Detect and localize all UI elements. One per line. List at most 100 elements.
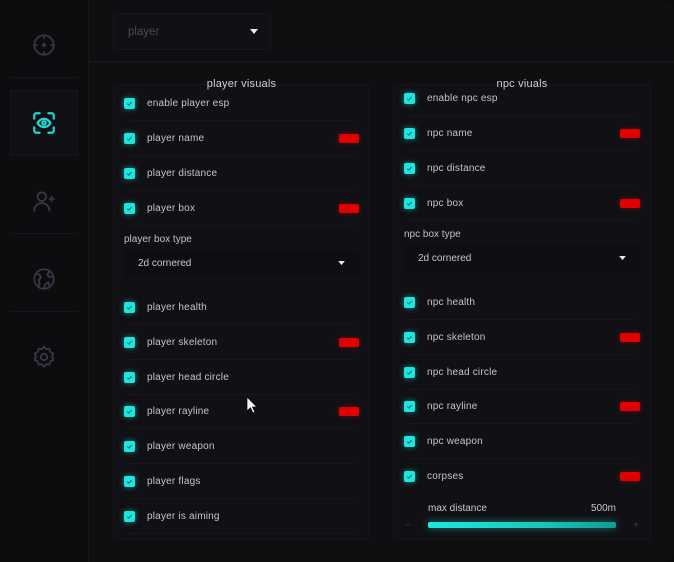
checkbox-row[interactable]: player distance (114, 156, 369, 191)
row-label: npc health (427, 297, 476, 308)
checkbox[interactable] (124, 406, 135, 417)
box-type-dropdown[interactable]: 2d cornered (404, 245, 640, 272)
checkbox-row[interactable]: npc weapon (394, 424, 650, 459)
sidebar-item-visuals[interactable] (10, 90, 78, 156)
checkbox-row[interactable]: player rayline (114, 394, 369, 429)
sidebar-item-world[interactable] (10, 246, 78, 312)
max-distance-label: max distance (428, 503, 487, 514)
checkbox[interactable] (404, 93, 415, 104)
checkbox[interactable] (404, 367, 415, 378)
caret-down-icon (250, 29, 258, 34)
checkbox-row[interactable]: npc health (394, 285, 650, 320)
slider-decrement-button[interactable]: − (405, 520, 411, 531)
dropdown-value: 2d cornered (138, 258, 192, 269)
checkbox-row[interactable]: npc skeleton (394, 320, 650, 355)
top-bar: player (89, 0, 674, 62)
checkbox-row[interactable]: npc box (394, 186, 650, 221)
player-visuals-panel: player visuals enable player esp player … (113, 78, 370, 540)
row-label: player rayline (147, 406, 210, 417)
sidebar-item-players[interactable] (10, 168, 78, 234)
mode-select-value: player (128, 25, 160, 38)
checkbox-row[interactable]: enable npc esp (394, 81, 650, 116)
npc-visuals-panel: npc viuals enable npc esp npc name npc d… (393, 78, 651, 540)
checkbox-row[interactable]: player health (114, 290, 369, 325)
checkbox[interactable] (124, 302, 135, 313)
checkbox[interactable] (404, 436, 415, 447)
box-type-label: player box type (124, 234, 192, 245)
caret-down-icon (338, 261, 345, 266)
checkbox-row[interactable]: player flags (114, 464, 369, 499)
checkbox[interactable] (404, 401, 415, 412)
checkbox[interactable] (124, 98, 135, 109)
row-label: npc name (427, 128, 473, 139)
sidebar-item-settings[interactable] (10, 324, 78, 390)
color-swatch[interactable] (339, 338, 359, 347)
user-plus-icon (33, 190, 55, 212)
color-swatch[interactable] (620, 402, 640, 411)
row-label: npc box (427, 198, 464, 209)
box-type-label: npc box type (404, 229, 461, 240)
checkbox-row[interactable]: player name (114, 121, 369, 156)
row-label: npc rayline (427, 401, 478, 412)
color-swatch[interactable] (339, 134, 359, 143)
max-distance-slider[interactable] (428, 522, 616, 528)
color-swatch[interactable] (620, 129, 640, 138)
checkbox[interactable] (404, 198, 415, 209)
color-swatch[interactable] (339, 204, 359, 213)
checkbox-row[interactable]: player head circle (114, 360, 369, 395)
row-label: player is aiming (147, 511, 220, 522)
checkbox[interactable] (404, 128, 415, 139)
row-label: player flags (147, 476, 201, 487)
checkbox[interactable] (124, 511, 135, 522)
checkbox[interactable] (124, 203, 135, 214)
checkbox-row[interactable]: player is aiming (114, 499, 369, 534)
checkbox[interactable] (404, 163, 415, 174)
gear-icon (33, 345, 55, 368)
checkbox[interactable] (124, 133, 135, 144)
color-swatch[interactable] (620, 472, 640, 481)
sidebar-item-aimbot[interactable] (10, 12, 78, 78)
mode-select[interactable]: player (113, 13, 271, 50)
row-label: player distance (147, 168, 218, 179)
checkbox[interactable] (124, 441, 135, 452)
row-label: player skeleton (147, 337, 218, 348)
color-swatch[interactable] (339, 407, 359, 416)
checkbox-row[interactable]: player box (114, 191, 369, 226)
row-label: npc distance (427, 163, 486, 174)
panel-title: npc viuals (496, 78, 548, 90)
color-swatch[interactable] (620, 199, 640, 208)
checkbox-row[interactable]: npc rayline (394, 389, 650, 424)
checkbox[interactable] (404, 471, 415, 482)
crosshair-icon (33, 33, 55, 56)
max-distance-value: 500m (590, 503, 616, 514)
sidebar (0, 0, 89, 562)
checkbox-row[interactable]: player weapon (114, 429, 369, 464)
checkbox-row[interactable]: enable player esp (114, 86, 369, 121)
mouse-cursor-icon (246, 396, 258, 414)
color-swatch[interactable] (620, 333, 640, 342)
caret-down-icon (619, 256, 626, 261)
checkbox[interactable] (124, 168, 135, 179)
row-label: player box (147, 203, 196, 214)
dropdown-value: 2d cornered (418, 253, 472, 264)
row-label: player weapon (147, 441, 215, 452)
checkbox-row[interactable]: player skeleton (114, 325, 369, 360)
checkbox[interactable] (404, 332, 415, 343)
checkbox[interactable] (124, 372, 135, 383)
checkbox-row[interactable]: npc distance (394, 151, 650, 186)
globe-icon (33, 267, 55, 290)
checkbox[interactable] (124, 337, 135, 348)
row-label: corpses (427, 471, 464, 482)
checkbox-row[interactable]: npc name (394, 116, 650, 151)
row-label: enable npc esp (427, 93, 498, 104)
checkbox[interactable] (124, 476, 135, 487)
row-label: player health (147, 302, 207, 313)
row-label: enable player esp (147, 98, 230, 109)
checkbox-row[interactable]: npc head circle (394, 355, 650, 390)
row-label: npc head circle (427, 367, 498, 378)
checkbox-row[interactable]: corpses (394, 459, 650, 494)
slider-increment-button[interactable]: + (633, 520, 639, 531)
box-type-dropdown[interactable]: 2d cornered (124, 250, 359, 277)
checkbox[interactable] (404, 297, 415, 308)
row-label: npc skeleton (427, 332, 486, 343)
